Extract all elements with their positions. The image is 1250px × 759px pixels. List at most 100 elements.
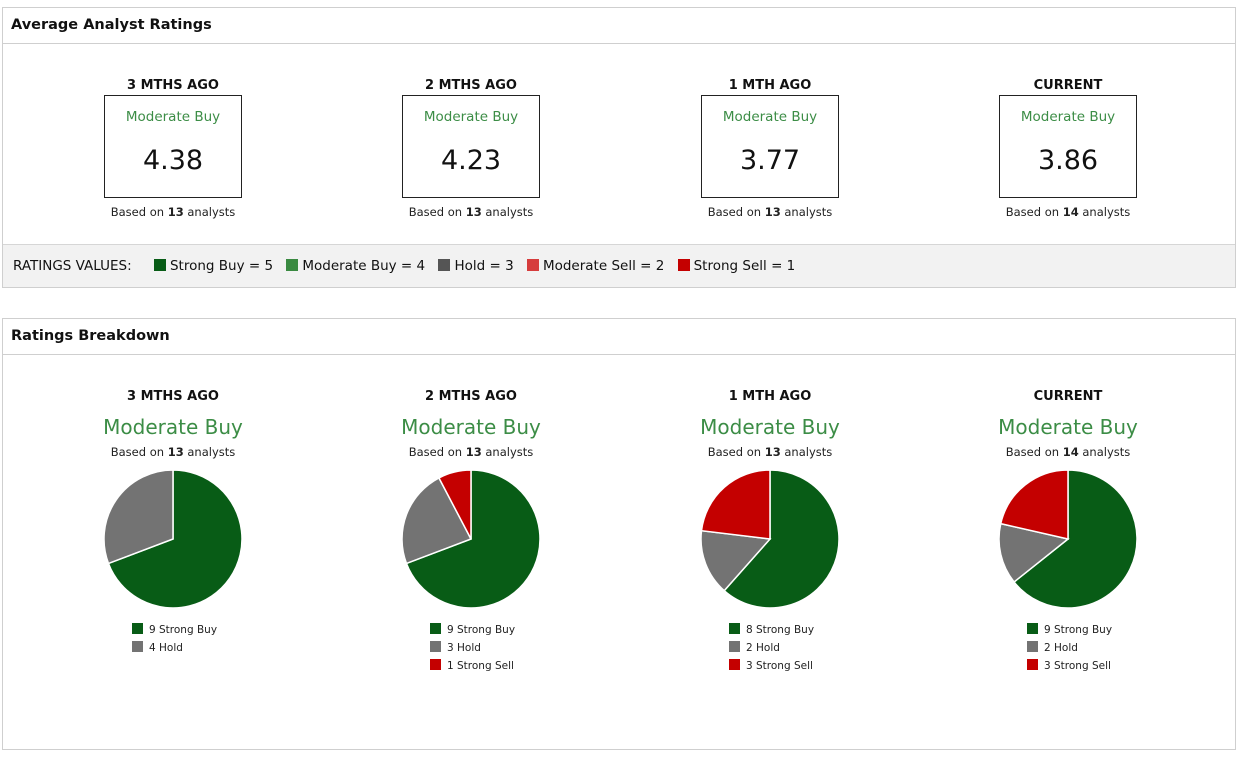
card-box: Moderate Buy 3.86 xyxy=(999,95,1137,198)
based-prefix: Based on xyxy=(408,205,466,219)
based-suffix: analysts xyxy=(1078,445,1131,459)
chart-title: 2 MTHS AGO xyxy=(425,389,517,404)
pie-slice-hold xyxy=(401,476,473,565)
legend-label: 9 Strong Buy xyxy=(149,624,218,636)
card-rating-value: 3.77 xyxy=(739,145,801,176)
legend-item-hold: Hold = 3 xyxy=(438,245,514,287)
legend-swatch xyxy=(132,641,143,652)
chart-analyst-count: Based on 13 analysts xyxy=(351,445,591,459)
card-rating-label: Moderate Buy xyxy=(125,109,221,125)
pie-slice-strong-sell xyxy=(999,469,1069,540)
legend-swatch xyxy=(430,623,441,634)
card-period: 1 MTH AGO xyxy=(728,78,812,93)
legend-label: 1 Strong Sell xyxy=(447,660,514,672)
pie-legend-item: 9 Strong Buy xyxy=(1027,621,1137,639)
pie-slice-hold xyxy=(998,522,1070,584)
based-suffix: analysts xyxy=(183,445,236,459)
chart-title: 1 MTH AGO xyxy=(728,389,812,404)
pie-legend-item: 3 Strong Sell xyxy=(1027,657,1137,675)
legend-swatch xyxy=(729,659,740,670)
legend-swatch xyxy=(132,623,143,634)
based-prefix: Based on xyxy=(408,445,466,459)
based-prefix: Based on xyxy=(707,205,765,219)
breakdown-column: 3 MTHS AGO Moderate Buy Based on 13 analys… xyxy=(53,388,293,657)
analyst-count: 14 xyxy=(1062,205,1079,219)
card-rating-label: Moderate Buy xyxy=(1020,109,1116,125)
card-rating-label: Moderate Buy xyxy=(423,109,519,125)
card-rating-label: Moderate Buy xyxy=(722,109,818,125)
pie-slice-strong-buy xyxy=(405,469,541,609)
pie-legend-item: 3 Strong Sell xyxy=(729,657,839,675)
based-suffix: analysts xyxy=(183,205,236,219)
pie-legend-item: 9 Strong Buy xyxy=(430,621,540,639)
panel-title: Average Analyst Ratings xyxy=(3,8,1235,44)
analyst-count: 13 xyxy=(764,205,781,219)
legend-swatch xyxy=(729,623,740,634)
legend-label: 8 Strong Buy xyxy=(746,624,815,636)
based-suffix: analysts xyxy=(780,445,833,459)
chart-subtitle: Moderate Buy xyxy=(998,415,1138,439)
card-analyst-count: Based on 13 analysts xyxy=(371,205,571,219)
card-box: Moderate Buy 4.23 xyxy=(402,95,540,198)
chart-analyst-count: Based on 13 analysts xyxy=(650,445,890,459)
legend-swatch xyxy=(153,259,166,271)
rating-card: 2 MTHS AGO Moderate Buy 4.23 Based on 13… xyxy=(371,77,571,219)
legend-label: 9 Strong Buy xyxy=(1044,624,1113,636)
breakdown-column: 2 MTHS AGO Moderate Buy Based on 13 analys… xyxy=(351,388,591,675)
pie-chart xyxy=(401,469,541,609)
chart-subtitle: Moderate Buy xyxy=(103,415,243,439)
card-period: 3 MTHS AGO xyxy=(127,78,219,93)
pie-legend: 9 Strong Buy 4 Hold xyxy=(104,621,242,657)
analyst-count: 13 xyxy=(764,445,781,459)
chart-title: 3 MTHS AGO xyxy=(127,389,219,404)
pie-legend-item: 2 Hold xyxy=(729,639,839,657)
legend-label: Moderate Buy = 4 xyxy=(302,258,426,274)
analyst-count: 13 xyxy=(465,205,482,219)
legend-swatch xyxy=(430,659,441,670)
card-rating-value: 3.86 xyxy=(1037,145,1099,176)
pie-slice-strong-sell xyxy=(700,469,771,540)
legend-title: RATINGS VALUES: xyxy=(13,258,132,274)
pie-slice-strong-buy xyxy=(107,469,243,609)
pie-legend-item: 2 Hold xyxy=(1027,639,1137,657)
pie-legend-item: 1 Strong Sell xyxy=(430,657,540,675)
card-analyst-count: Based on 13 analysts xyxy=(73,205,273,219)
chart-analyst-count: Based on 14 analysts xyxy=(948,445,1188,459)
based-suffix: analysts xyxy=(780,205,833,219)
chart-title: CURRENT xyxy=(1033,389,1103,404)
analyst-count: 13 xyxy=(167,445,184,459)
analyst-count: 13 xyxy=(465,445,482,459)
based-prefix: Based on xyxy=(110,205,168,219)
legend-label: Strong Buy = 5 xyxy=(169,258,274,274)
legend-label: 9 Strong Buy xyxy=(447,624,516,636)
legend-item-strong-sell: Strong Sell = 1 xyxy=(677,245,796,287)
chart-analyst-count: Based on 13 analysts xyxy=(53,445,293,459)
legend-label: 2 Hold xyxy=(746,642,780,654)
rating-card: 1 MTH AGO Moderate Buy 3.77 Based on 13 … xyxy=(670,77,870,219)
chart-subtitle: Moderate Buy xyxy=(401,415,541,439)
legend-swatch xyxy=(1027,641,1038,652)
legend-swatch xyxy=(526,259,539,271)
based-suffix: analysts xyxy=(481,445,534,459)
based-prefix: Based on xyxy=(1005,445,1063,459)
breakdown-column: CURRENT Moderate Buy Based on 14 analysts 9… xyxy=(948,388,1188,675)
legend-label: Strong Sell = 1 xyxy=(693,258,796,274)
card-box: Moderate Buy 3.77 xyxy=(701,95,839,198)
based-prefix: Based on xyxy=(110,445,168,459)
legend-swatch xyxy=(729,641,740,652)
analyst-count: 14 xyxy=(1062,445,1079,459)
pie-legend: 8 Strong Buy 2 Hold 3 Strong Sell xyxy=(701,621,839,675)
legend-item-strong-buy: Strong Buy = 5 xyxy=(153,245,274,287)
pie-legend-item: 9 Strong Buy xyxy=(132,621,242,639)
legend-label: 3 Hold xyxy=(447,642,481,654)
pie-chart xyxy=(103,469,243,609)
rating-card: CURRENT Moderate Buy 3.86 Based on 14 an… xyxy=(968,77,1168,219)
card-period: 2 MTHS AGO xyxy=(425,78,517,93)
legend-swatch xyxy=(438,259,451,271)
card-analyst-count: Based on 13 analysts xyxy=(670,205,870,219)
legend-label: 4 Hold xyxy=(149,642,183,654)
ratings-values-legend: RATINGS VALUES: Strong Buy = 5 Moderate … xyxy=(3,244,1235,287)
legend-swatch xyxy=(677,259,690,271)
legend-label: 2 Hold xyxy=(1044,642,1078,654)
based-suffix: analysts xyxy=(481,205,534,219)
